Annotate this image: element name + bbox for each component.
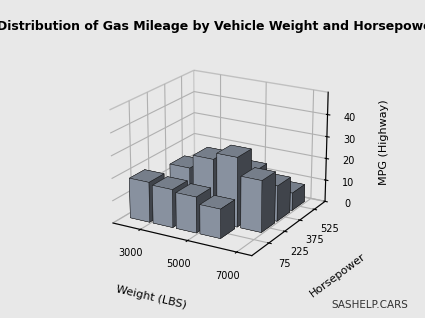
X-axis label: Weight (LBS): Weight (LBS) [115,284,187,310]
Text: SASHELP.CARS: SASHELP.CARS [331,301,408,310]
Title: Distribution of Gas Mileage by Vehicle Weight and Horsepower: Distribution of Gas Mileage by Vehicle W… [0,20,425,33]
Y-axis label: Horsepower: Horsepower [308,252,368,299]
